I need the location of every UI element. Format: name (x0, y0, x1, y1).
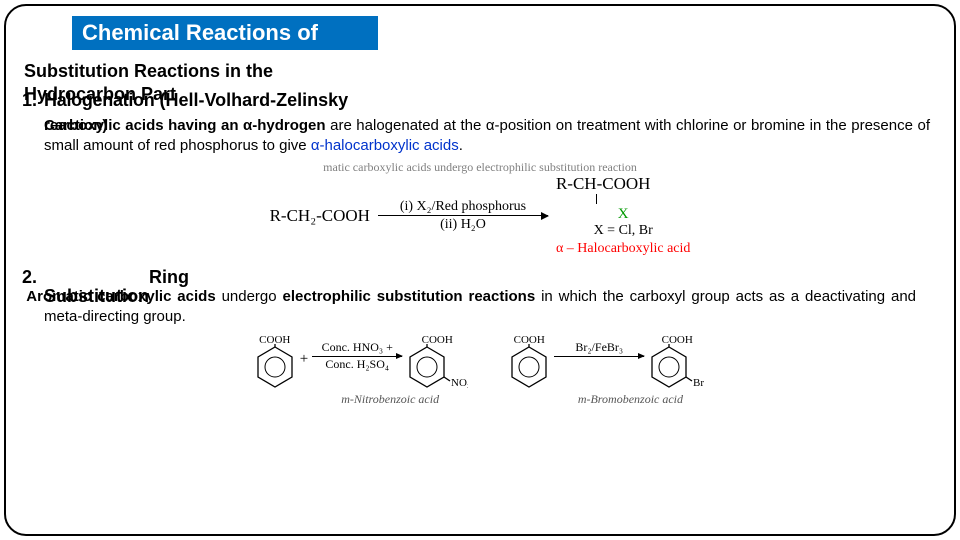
rxn2-arrow: Br₂/FeBr₃ (554, 341, 644, 390)
benzene-ring-icon: Br (648, 344, 706, 390)
rxn2: COOH Br₂/FeBr₃ COOH (508, 334, 706, 407)
scheme1-cond1: (i) X₂/Red phosphorus (378, 199, 548, 214)
section1-heading: 1. Halogenation (Hell-Volhard-Zelinsky (22, 89, 938, 112)
rxn1-name: m-Nitrobenzoic acid (254, 392, 468, 407)
scheme1-arrow: (i) X₂/Red phosphorus (ii) H₂O (378, 199, 548, 233)
section2-number: 2. (22, 267, 44, 288)
rxn2-name: m-Bromobenzoic acid (508, 392, 706, 407)
section1-body: reaction) Carboxylic acids having an α-h… (44, 116, 930, 157)
section1-overlap: Halogenation (44, 90, 154, 110)
section2-mid: undergo (216, 288, 283, 305)
section1-tail: . (459, 137, 463, 154)
rxn1-product: COOH NO₂ (406, 334, 468, 390)
benzene-ring-icon (254, 344, 296, 390)
reaction-scheme-1: matic carboxylic acids undergo electroph… (200, 160, 760, 257)
section2-heading-row1: 2. Ring (22, 267, 938, 288)
section2-ring: Ring (149, 267, 189, 288)
svg-text:NO₂: NO₂ (451, 377, 468, 389)
section1-number: 1. (22, 90, 37, 110)
benzene-ring-icon (508, 344, 550, 390)
rxn2-cond: Br₂/FeBr₃ (554, 341, 644, 355)
scheme1-xnote: X = Cl, Br (556, 223, 690, 239)
rxn1-reagent: Conc. HNO₃ + (312, 341, 402, 355)
section1-b1: acids having an α-hydrogen (121, 117, 326, 134)
rxn2-start: COOH (508, 334, 550, 390)
benzene-ring-icon: NO₂ (406, 344, 468, 390)
section2-lead: Aromatic carboxylic acids (26, 288, 215, 305)
reaction-scheme-2: COOH + Conc. HNO₃ + Conc. H₂SO₄ COOH (22, 334, 938, 407)
section2-b2: electrophilic substitution reactions (283, 288, 536, 305)
scheme1-cond2: (ii) H₂O (378, 217, 548, 232)
slide-frame: Chemical Reactions of Substitution React… (4, 4, 956, 536)
rxn1-arrow: Conc. HNO₃ + Conc. H₂SO₄ (312, 341, 402, 390)
title-bar: Chemical Reactions of (72, 16, 378, 50)
scheme1-alpha: α – Halocarboxylic acid (556, 241, 690, 257)
svg-text:Br: Br (693, 377, 704, 389)
scheme1-lhs: R-CH₂-COOH (270, 206, 370, 226)
section1-blue: α-halocarboxylic acids (311, 137, 459, 154)
section1-head-rest: (Hell-Volhard-Zelinsky (159, 90, 348, 110)
plus-icon: + (300, 351, 308, 390)
rxn2-product: COOH Br (648, 334, 706, 390)
section2-body: Substitution Aromatic carboxylic acids u… (44, 287, 916, 328)
rxn1-cond: Conc. H₂SO₄ (312, 358, 402, 372)
section2: 2. Ring Substitution Substitution Aromat… (22, 267, 938, 328)
section1-lead-overlap: reaction) (44, 116, 107, 136)
scheme1-x: X (556, 206, 690, 223)
rxn1: COOH + Conc. HNO₃ + Conc. H₂SO₄ COOH (254, 334, 468, 407)
scheme1-ghost-banner: matic carboxylic acids undergo electroph… (200, 160, 760, 174)
scheme1-rhs: R-CH-COOH (556, 174, 690, 194)
rxn1-start: COOH (254, 334, 296, 390)
